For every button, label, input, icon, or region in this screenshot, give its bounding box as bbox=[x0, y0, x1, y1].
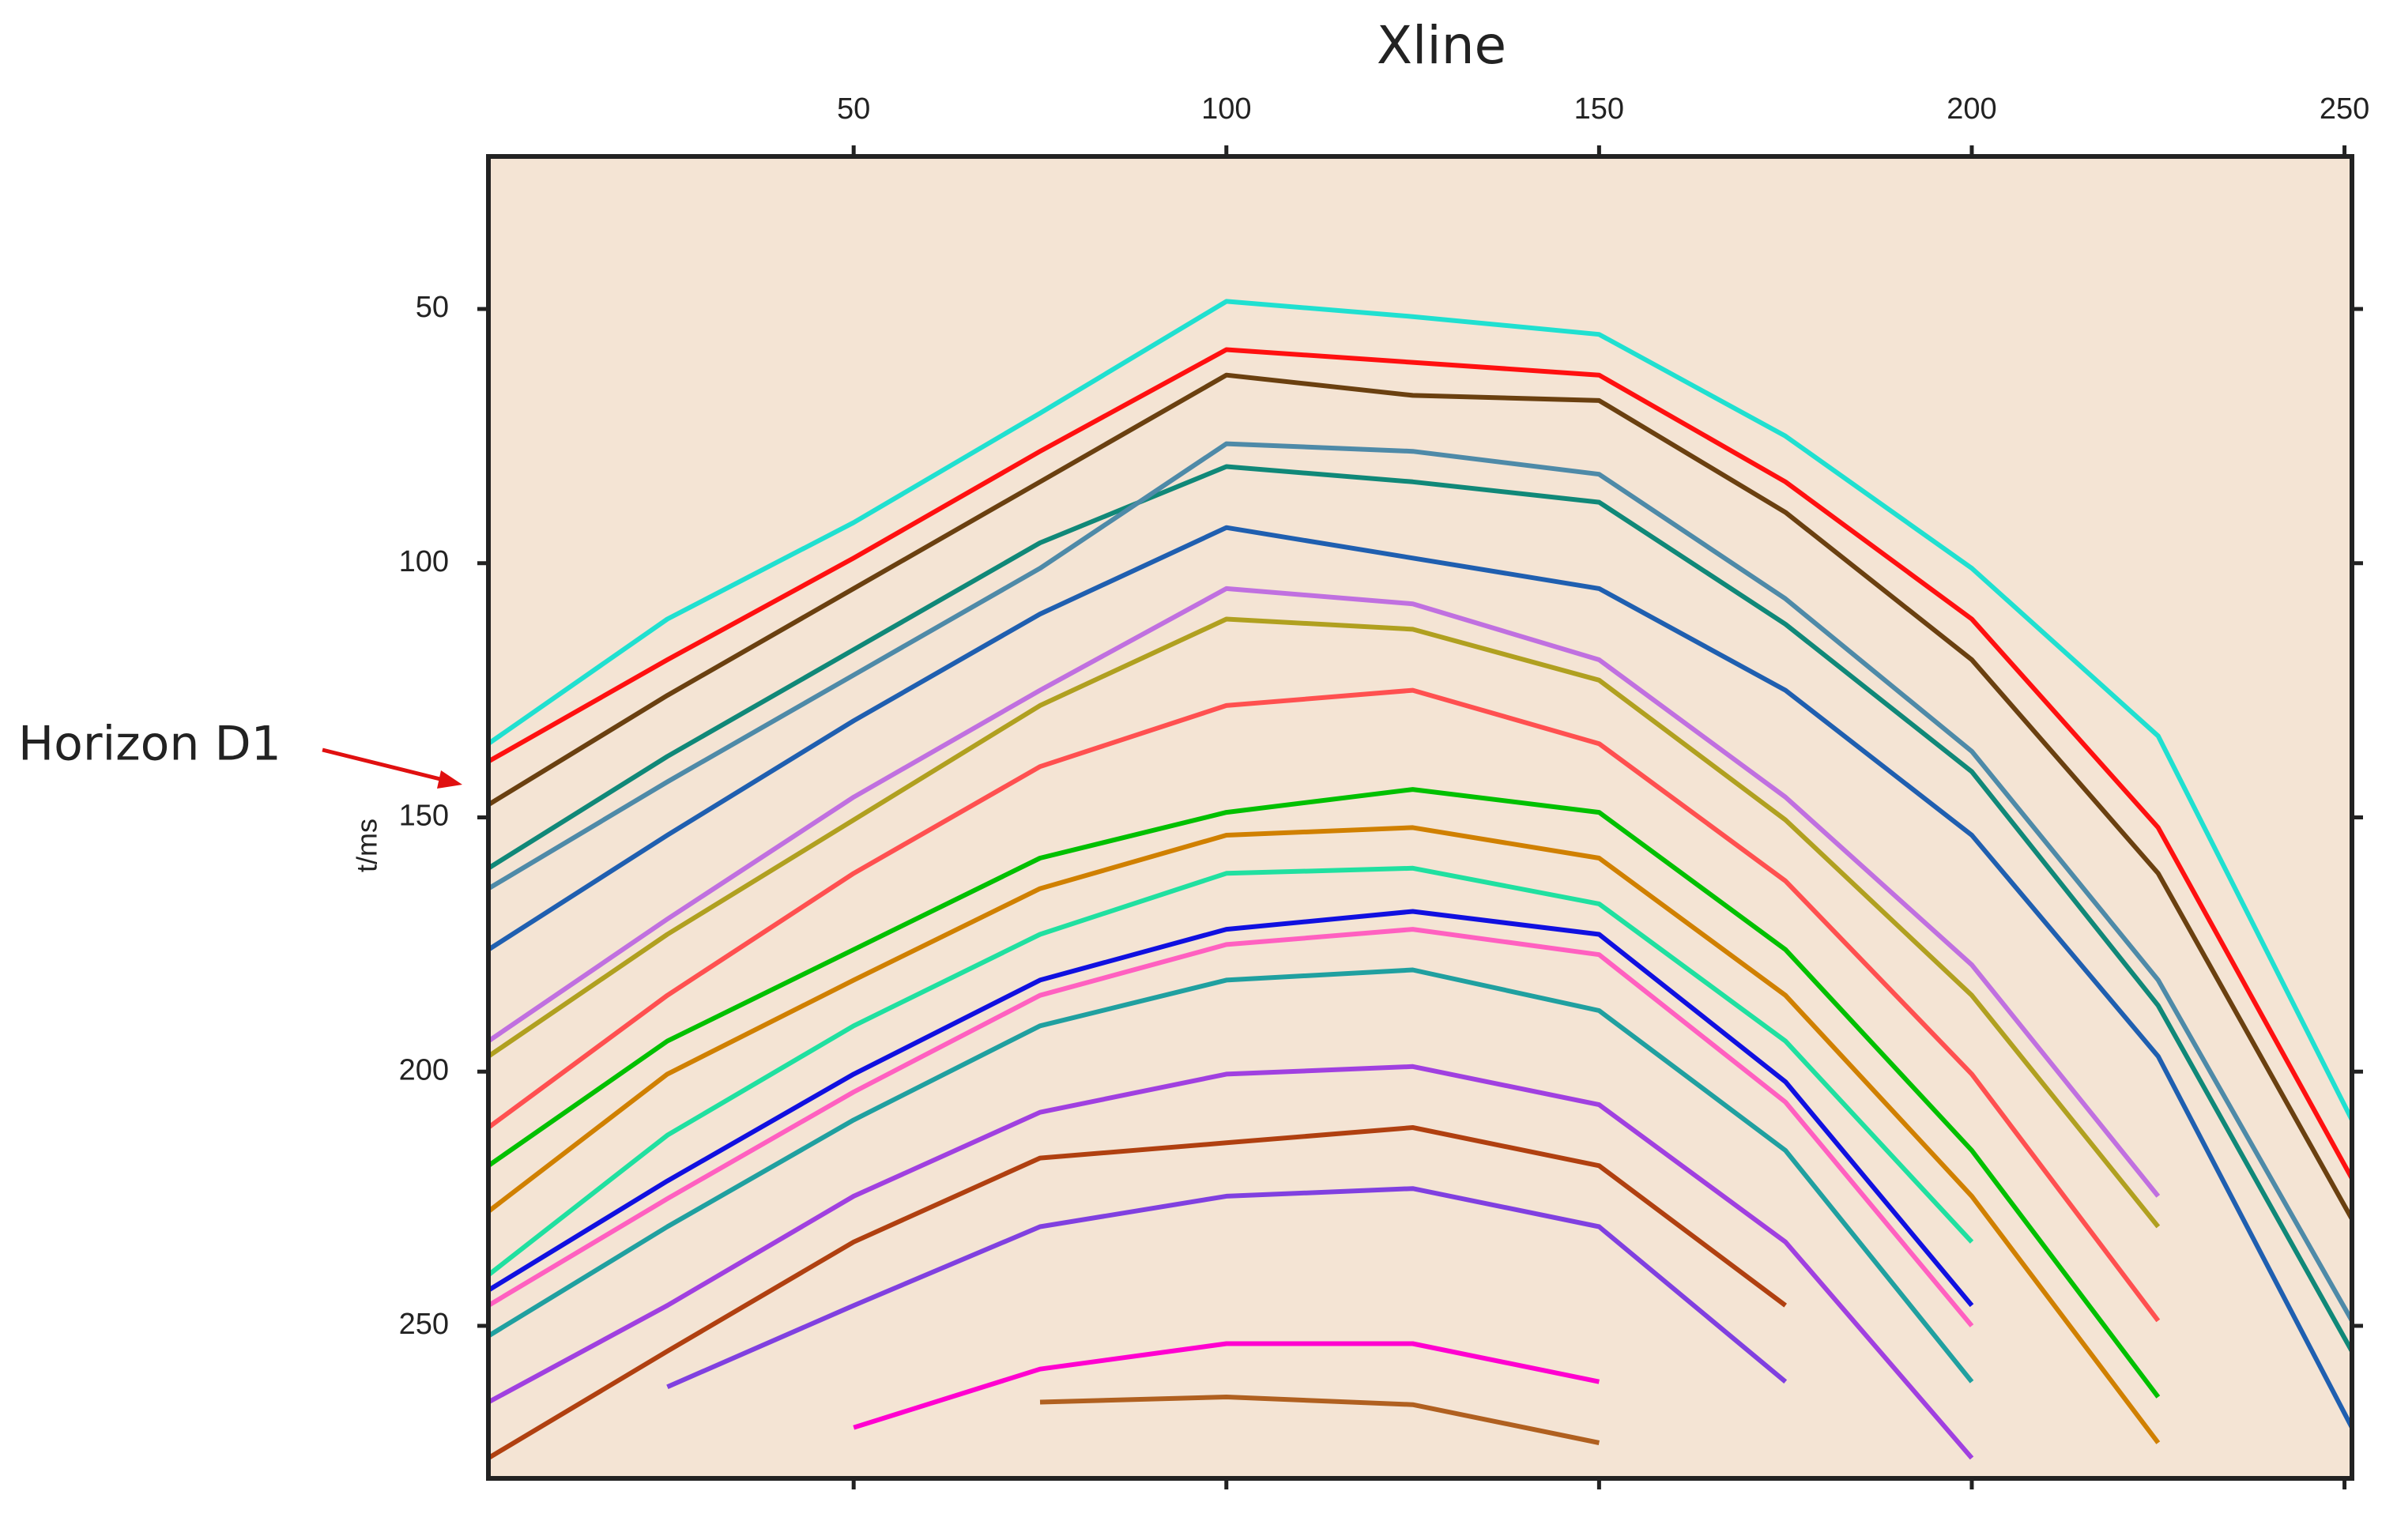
plot-background bbox=[488, 156, 2352, 1478]
horizon-line bbox=[488, 909, 1974, 1308]
plot-area bbox=[488, 299, 2352, 1460]
y-tick-label: 150 bbox=[399, 800, 449, 833]
chart-title: Xline bbox=[1377, 15, 1506, 76]
y-tick-label: 50 bbox=[416, 291, 449, 324]
horizon-line bbox=[488, 967, 1974, 1384]
x-tick-label: 150 bbox=[1574, 92, 1624, 126]
horizon-line bbox=[488, 464, 2352, 1353]
x-tick-label: 200 bbox=[1947, 92, 1996, 126]
horizon-line bbox=[488, 825, 2161, 1444]
y-tick-label: 100 bbox=[399, 545, 449, 578]
annotation-arrowhead bbox=[437, 770, 462, 789]
horizon-line bbox=[488, 616, 2161, 1229]
x-tick-label: 100 bbox=[1201, 92, 1251, 126]
annotation: Horizon D1 bbox=[18, 717, 281, 772]
horizon-line bbox=[488, 1125, 1788, 1460]
horizon-line bbox=[488, 525, 2352, 1429]
y-tick-label: 200 bbox=[399, 1053, 449, 1086]
horizon-line bbox=[488, 441, 2352, 1322]
horizon-line bbox=[488, 1064, 1974, 1460]
horizon-line bbox=[488, 347, 2352, 1180]
y-tick-label: 250 bbox=[399, 1308, 449, 1341]
horizon-line bbox=[488, 787, 2161, 1399]
horizon-line bbox=[488, 586, 2161, 1198]
horizon-line bbox=[1039, 1395, 1600, 1445]
y-axis-label: t/ms bbox=[351, 819, 383, 872]
horizon-line bbox=[666, 1186, 1788, 1389]
horizon-line bbox=[488, 927, 1974, 1327]
annotation-arrow bbox=[322, 747, 447, 783]
horizon-line bbox=[488, 687, 2161, 1323]
horizon-line bbox=[488, 372, 2352, 1221]
x-tick-label: 250 bbox=[2320, 92, 2369, 126]
horizon-line bbox=[853, 1341, 1600, 1430]
horizon-line bbox=[488, 865, 1974, 1277]
x-tick-label: 50 bbox=[837, 92, 870, 126]
horizon-line bbox=[488, 299, 2352, 1121]
